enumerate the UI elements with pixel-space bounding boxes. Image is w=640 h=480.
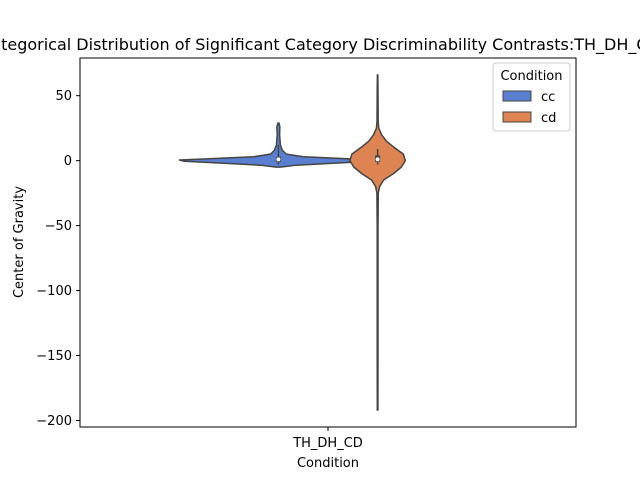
x-axis-label: Condition [297, 456, 359, 471]
y-tick-label: 0 [64, 154, 72, 169]
legend: Condition cc cd [492, 62, 571, 132]
chart-title: Categorical Distribution of Significant … [0, 35, 640, 55]
violin-cd [349, 74, 407, 411]
x-tick-label: TH_DH_CD [292, 436, 363, 451]
y-tick-label: 50 [55, 89, 72, 104]
legend-swatch-cd [502, 111, 532, 123]
legend-label-cc: cc [541, 90, 555, 105]
violins [178, 74, 407, 411]
y-tick-label: −100 [36, 284, 72, 299]
median-point-cd [375, 157, 380, 162]
y-tick-label: −50 [45, 219, 72, 234]
median-point-cc [276, 157, 281, 162]
y-tick-label: −200 [36, 414, 72, 429]
legend-title: Condition [500, 69, 562, 84]
y-tick-label: −150 [36, 349, 72, 364]
legend-swatch-cc [502, 90, 532, 102]
x-axis: TH_DH_CD [292, 427, 363, 451]
y-axis: 50 0 −50 −100 −150 −200 [36, 89, 80, 429]
y-axis-label: Center of Gravity [12, 186, 27, 298]
legend-label-cd: cd [541, 111, 556, 126]
